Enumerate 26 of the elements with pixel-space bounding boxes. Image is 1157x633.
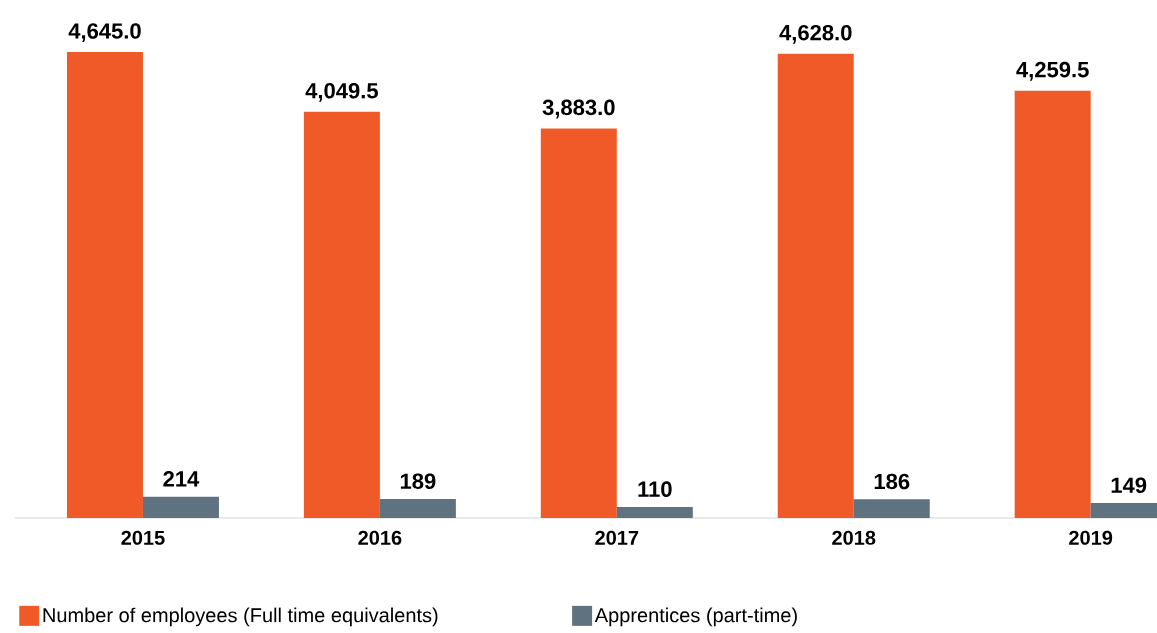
x-tick-label: 2019 (1069, 530, 1113, 545)
data-label: 189 (400, 473, 436, 489)
data-label: 149 (1111, 477, 1147, 493)
data-label: 4,259.5 (1016, 61, 1089, 81)
bar (853, 499, 930, 518)
bar (66, 52, 143, 518)
x-tick-label: 2016 (358, 530, 402, 545)
x-tick-label: 2018 (832, 530, 876, 545)
bar (379, 499, 456, 518)
x-tick-label: 2015 (121, 530, 165, 545)
bar (540, 128, 617, 518)
legend-label: Apprentices (part-time) (594, 607, 797, 627)
bar (142, 496, 219, 518)
bar (777, 53, 854, 518)
data-label: 4,645.0 (68, 23, 141, 42)
bar (1014, 90, 1091, 518)
x-tick-label: 2017 (595, 530, 639, 545)
data-label: 186 (874, 473, 910, 490)
data-label: 214 (163, 471, 200, 487)
data-label: 110 (638, 481, 672, 497)
bar (303, 111, 380, 518)
data-label: 3,883.0 (542, 99, 615, 119)
legend-label: Number of employees (Full time equivalents) (43, 607, 438, 627)
data-label: 4,628.0 (779, 24, 852, 44)
data-label: 4,049.5 (305, 82, 378, 102)
bar (616, 506, 693, 518)
